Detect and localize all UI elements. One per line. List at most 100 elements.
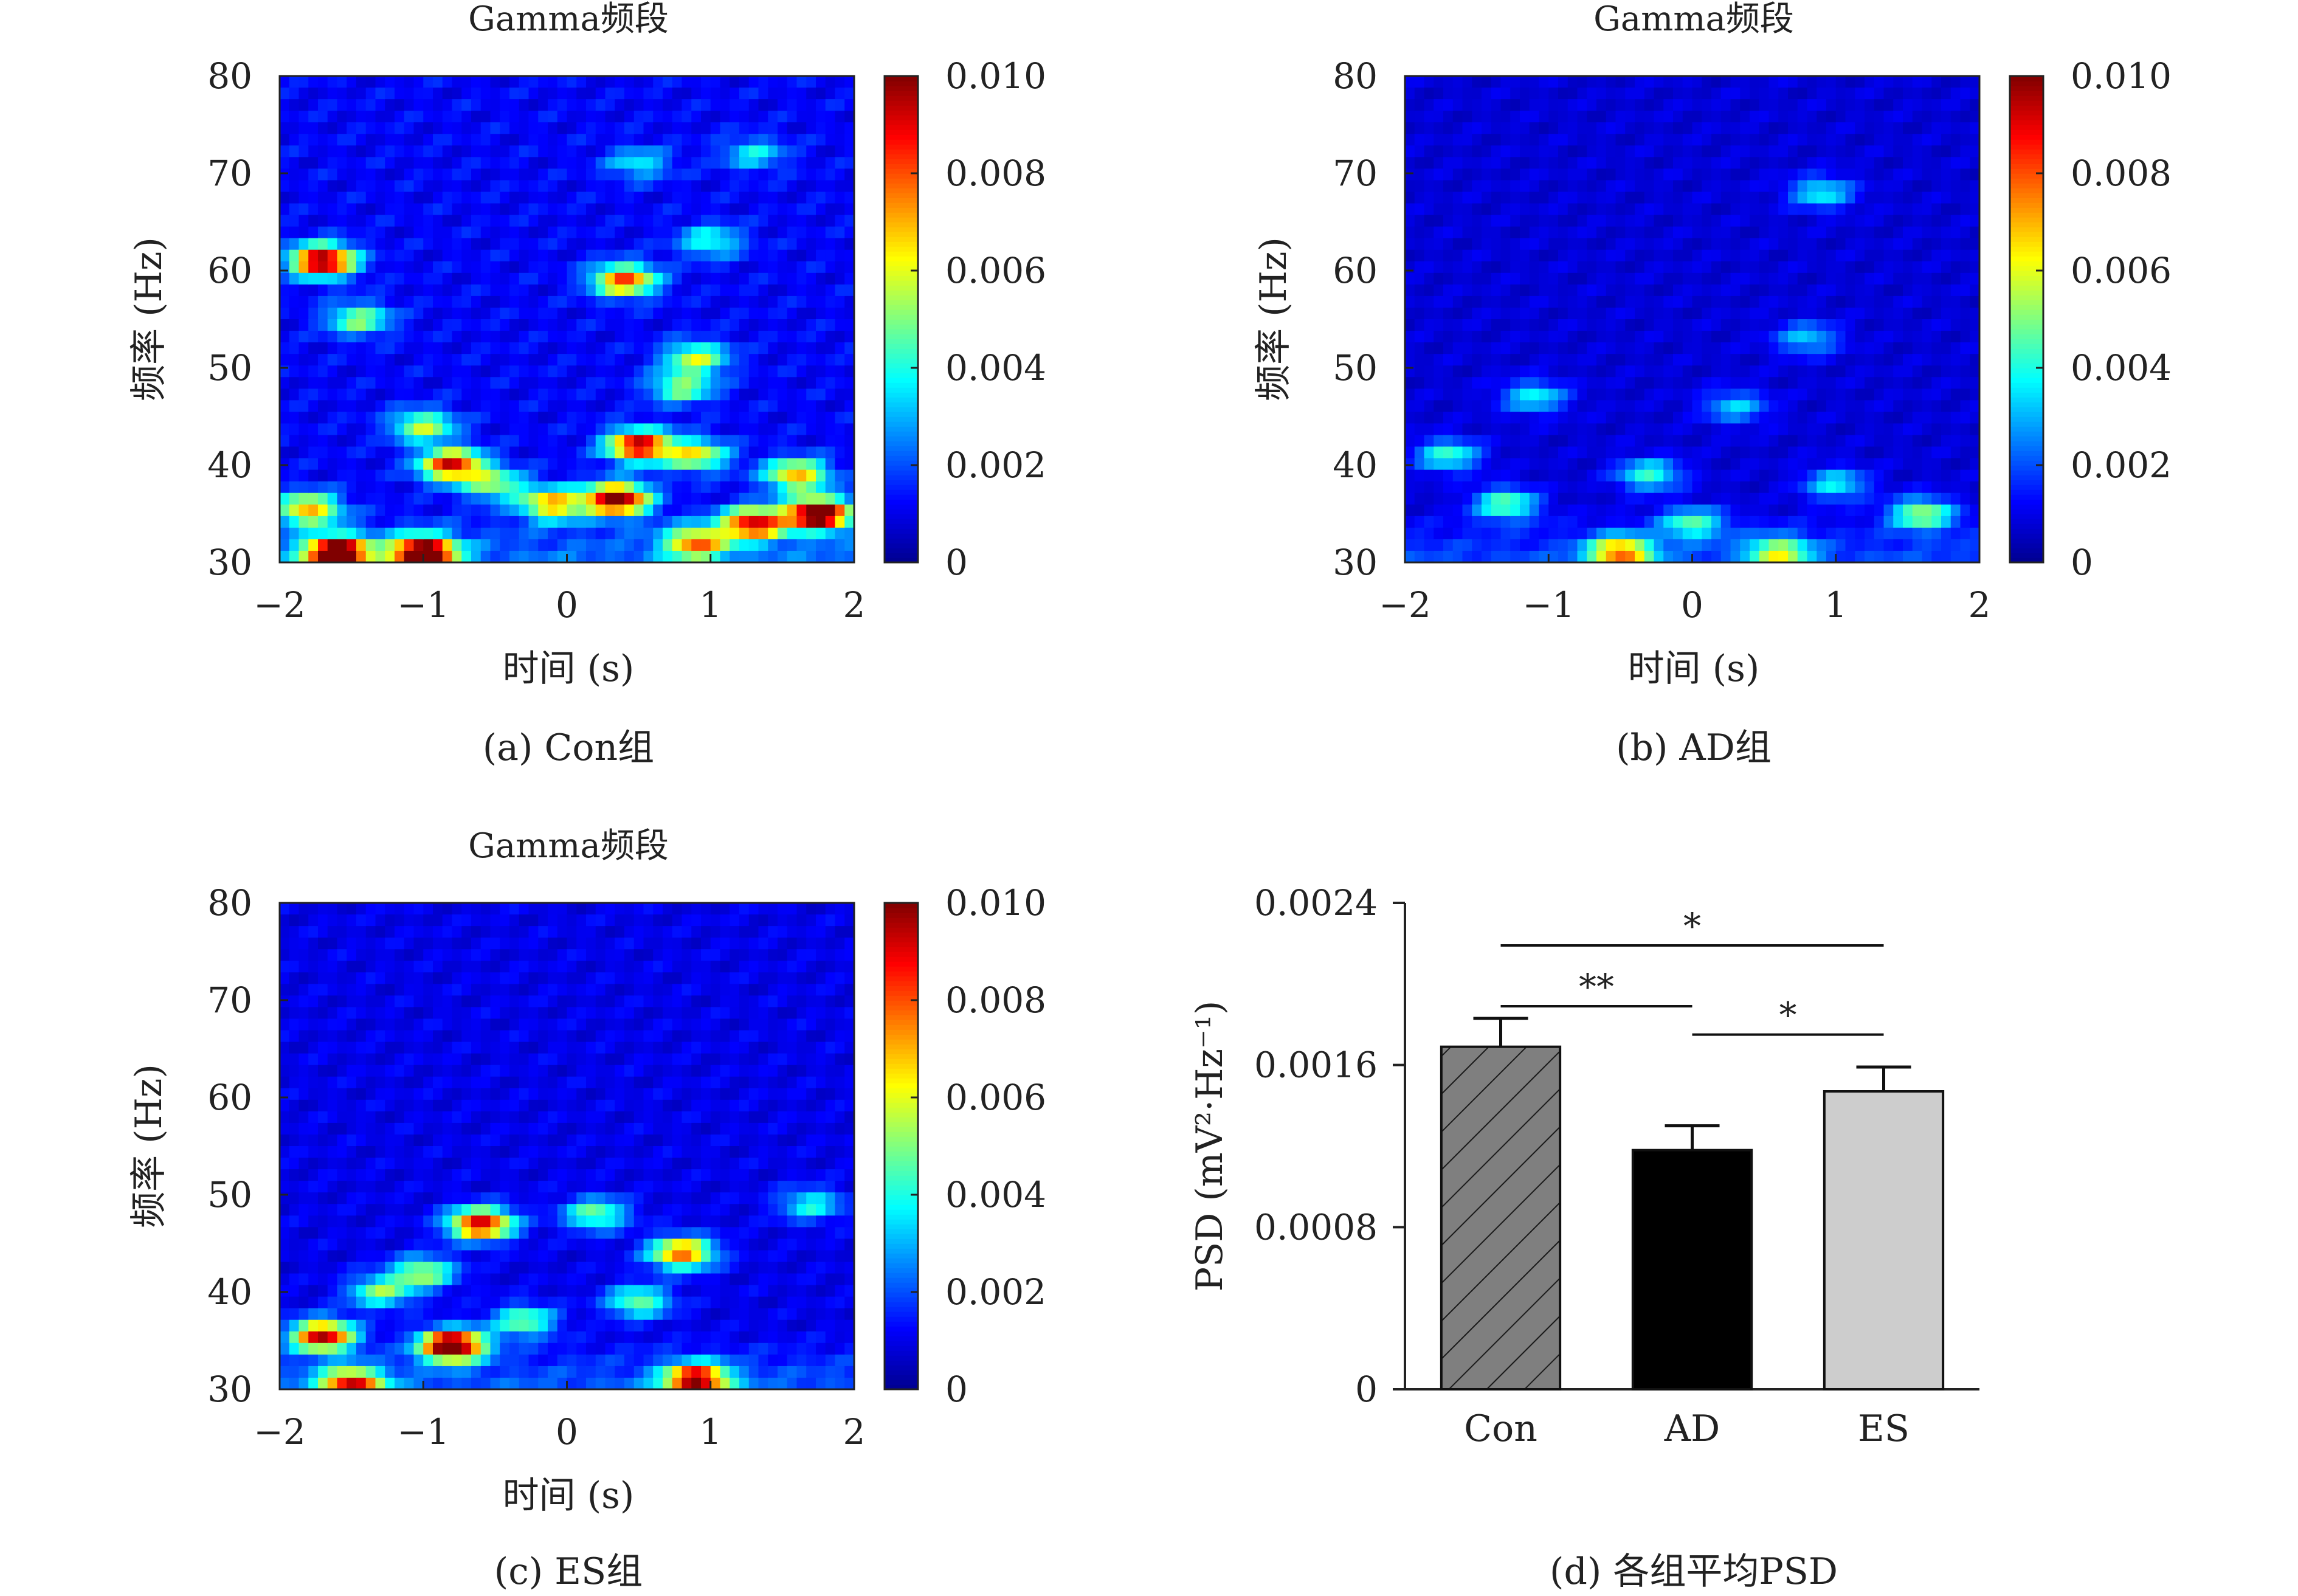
heatmap-cell [404,516,415,528]
heatmap-cell [1654,469,1665,482]
heatmap-cell [710,226,721,239]
heatmap-cell [538,458,548,471]
heatmap-cell [1567,295,1578,308]
heatmap-cell [633,516,644,528]
heatmap-cell [375,203,386,216]
heatmap-cell [1778,272,1789,285]
heatmap-cell [1491,435,1502,447]
heatmap-cell [375,331,386,343]
heatmap-cell [1596,539,1607,551]
heatmap-cell [710,516,721,528]
heatmap-cell [1452,354,1463,366]
heatmap-cell [1759,295,1770,308]
heatmap-cell [663,516,673,528]
heatmap-cell [672,550,683,563]
heatmap-cell [395,157,405,170]
heatmap-cell [672,249,683,262]
heatmap-cell [787,539,798,551]
heatmap-cell [490,389,501,401]
heatmap-cell [1903,481,1913,494]
heatmap-cell [1730,203,1741,216]
colorbar-segment [885,237,918,242]
heatmap-cell [653,168,663,181]
heatmap-cell [500,504,510,517]
heatmap-cell [1548,412,1559,424]
heatmap-cell [1720,226,1731,239]
heatmap-cell [615,539,625,551]
heatmap-cell [1615,134,1626,147]
heatmap-cell [1596,88,1607,100]
heatmap-cell [404,168,415,181]
heatmap-cell [710,203,721,216]
heatmap-cell [433,400,443,413]
heatmap-cell [337,226,348,239]
heatmap-cell [1615,550,1626,563]
heatmap-cell [825,516,836,528]
heatmap-cell [413,319,424,331]
heatmap-cell [1730,249,1741,262]
heatmap-cell [739,145,750,158]
heatmap-cell [461,481,472,494]
colorbar-segment [885,178,918,184]
heatmap-cell [413,134,424,147]
heatmap-cell [1539,122,1550,135]
heatmap-cell [1788,122,1798,135]
heatmap-cell [385,157,395,170]
heatmap-cell [615,481,625,494]
heatmap-cell [835,261,846,274]
heatmap-cell [318,365,328,378]
heatmap-cell [1443,284,1454,297]
heatmap-cell [1922,249,1933,262]
heatmap-cell [1510,365,1520,378]
colorbar-segment [885,246,918,252]
heatmap-cell [1654,272,1665,285]
heatmap-cell [1845,469,1856,482]
colorbar-segment [885,110,918,116]
heatmap-cell [672,272,683,285]
heatmap-cell [289,319,300,331]
heatmap-cell [433,180,443,193]
heatmap-cell [1644,504,1655,517]
heatmap-cell [710,134,721,147]
heatmap-cell [1405,527,1415,540]
heatmap-cell [1654,295,1665,308]
heatmap-cell [1711,215,1722,227]
heatmap-cell [787,423,798,436]
heatmap-cell [395,203,405,216]
heatmap-cell [1835,446,1846,459]
heatmap-cell [701,527,711,540]
heatmap-cell [691,446,702,459]
heatmap-cell [701,319,711,331]
heatmap-cell [347,76,357,88]
heatmap-cell [519,550,530,563]
heatmap-cell [806,76,816,88]
heatmap-cell [327,215,338,227]
heatmap-cell [1644,446,1655,459]
heatmap-cell [1855,412,1865,424]
heatmap-cell [653,469,663,482]
heatmap-cell [490,354,501,366]
heatmap-cell [778,446,788,459]
heatmap-cell [1520,481,1530,494]
heatmap-cell [413,272,424,285]
heatmap-cell [758,516,769,528]
heatmap-cell [1750,284,1760,297]
heatmap-cell [280,272,290,285]
heatmap-cell [1434,458,1444,471]
heatmap-cell [720,180,731,193]
heatmap-cell [1539,389,1550,401]
heatmap-cell [375,111,386,123]
heatmap-cell [1663,249,1674,262]
heatmap-cell [1903,180,1913,193]
heatmap-cell [624,435,635,447]
heatmap-cell [1702,400,1712,413]
heatmap-cell [1443,122,1454,135]
heatmap-cell [1596,168,1607,181]
heatmap-cell [701,88,711,100]
heatmap-cell [1644,423,1655,436]
heatmap-cell [413,249,424,262]
heatmap-cell [1931,307,1942,320]
heatmap-cell [595,342,606,354]
heatmap-cell [365,215,376,227]
heatmap-cell [730,481,740,494]
